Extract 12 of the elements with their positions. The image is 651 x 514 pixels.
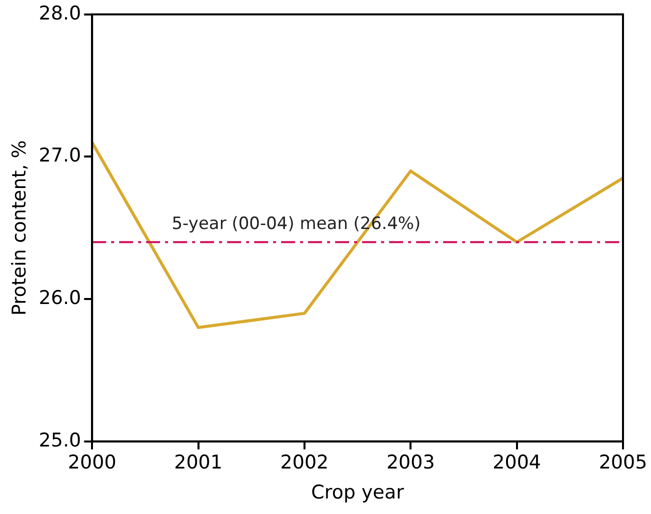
x-tick-label: 2005 <box>598 452 648 474</box>
x-tick-label: 2003 <box>386 452 435 474</box>
y-axis-title: Protein content, % <box>8 140 30 316</box>
x-axis-title: Crop year <box>311 482 404 504</box>
x-tick-label: 2000 <box>68 452 116 474</box>
y-tick-label: 26.0 <box>38 287 82 310</box>
x-tick-label: 2002 <box>280 452 329 474</box>
y-tick-label: 27.0 <box>38 144 82 167</box>
y-tick-label: 25.0 <box>38 429 82 452</box>
y-tick-label: 28.0 <box>38 2 82 24</box>
x-tick-label: 2001 <box>174 452 222 474</box>
x-tick-label: 2004 <box>492 452 541 474</box>
